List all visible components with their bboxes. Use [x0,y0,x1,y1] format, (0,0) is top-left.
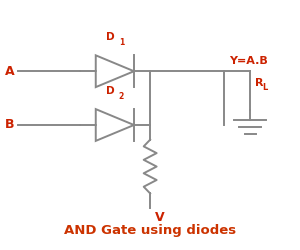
Text: R: R [255,78,263,88]
Text: 1: 1 [119,38,124,47]
Text: Y=A.B: Y=A.B [230,56,268,66]
Text: L: L [262,83,268,92]
Text: AND Gate using diodes: AND Gate using diodes [64,224,236,237]
Text: D: D [106,86,115,96]
Text: V: V [154,210,164,224]
Text: D: D [106,32,115,42]
Text: 2: 2 [119,92,124,100]
Text: B: B [5,118,15,132]
Text: A: A [5,65,15,78]
